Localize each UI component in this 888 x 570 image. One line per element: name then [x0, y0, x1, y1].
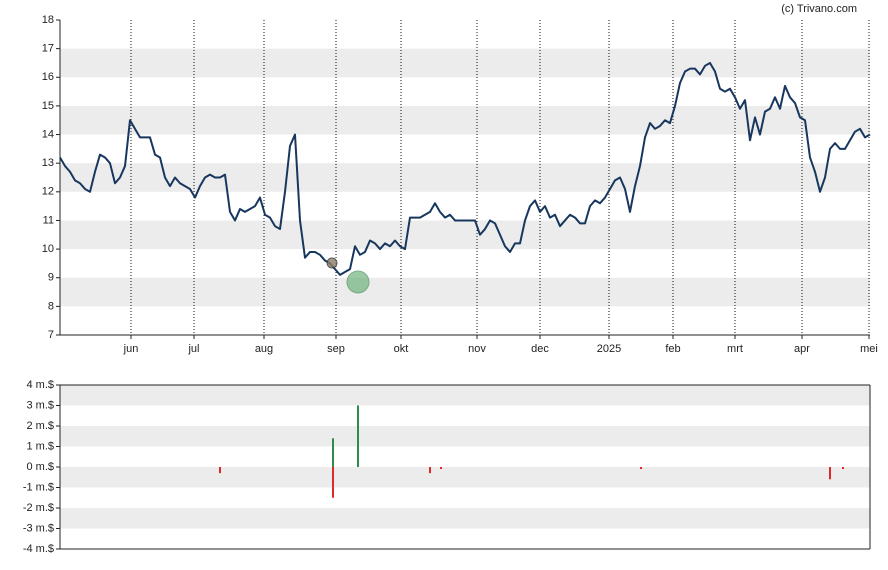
y-tick-label: -4 m.$ [23, 543, 54, 555]
x-tick-label: aug [255, 343, 273, 355]
y-tick-label: 11 [43, 214, 54, 226]
volume-bar [357, 405, 359, 467]
volume-bar [219, 467, 221, 474]
x-tick-label: mrt [727, 343, 743, 355]
grid-band [60, 220, 870, 250]
price-line [59, 61, 871, 276]
y-tick-label: -2 m.$ [23, 502, 54, 514]
x-tick-label: apr [794, 343, 810, 355]
credit: (c) Trivano.com [781, 3, 857, 15]
y-tick-label: 3 m.$ [26, 399, 54, 411]
x-tick-label: nov [468, 343, 486, 355]
grid-band [60, 467, 870, 488]
y-tick-label: 1 m.$ [26, 440, 54, 452]
y-tick-label: 13 [42, 157, 54, 169]
y-tick-label: 9 [48, 272, 54, 284]
x-tick-label: sep [327, 343, 345, 355]
x-tick-label: jun [123, 343, 139, 355]
y-tick-label: 0 m.$ [26, 461, 54, 473]
x-tick-label: 2025 [597, 343, 621, 355]
y-tick-label: -1 m.$ [23, 481, 54, 493]
y-tick-label: 18 [42, 14, 54, 26]
event-marker [326, 257, 338, 269]
x-tick-label: feb [665, 343, 680, 355]
y-tick-label: 4 m.$ [26, 379, 54, 391]
y-tick-label: 7 [48, 329, 54, 341]
x-tick-label: dec [531, 343, 549, 355]
volume-bar [332, 467, 334, 498]
volume-bar [640, 467, 642, 470]
volume-bar [429, 467, 431, 474]
y-tick-label: 14 [42, 128, 54, 140]
volume-bar [829, 467, 831, 480]
y-tick-label: 2 m.$ [26, 420, 54, 432]
x-tick-label: okt [394, 343, 409, 355]
grid-band [60, 426, 870, 447]
y-tick-label: 12 [42, 186, 54, 198]
volume-bar [332, 438, 334, 467]
grid-band [60, 508, 870, 529]
x-tick-label: mei [860, 343, 878, 355]
y-tick-label: 10 [42, 243, 54, 255]
grid-band [60, 385, 870, 406]
volume-bar [842, 467, 844, 470]
volume-bar [440, 467, 442, 470]
y-tick-label: 17 [42, 43, 54, 55]
grid-band [60, 163, 870, 192]
x-tick-label: jul [187, 343, 199, 355]
y-tick-label: -3 m.$ [23, 522, 54, 534]
y-tick-label: 15 [42, 100, 54, 112]
grid-band [60, 48, 870, 78]
grid-band [60, 277, 870, 307]
y-tick-label: 16 [42, 71, 54, 83]
event-marker [346, 270, 370, 294]
y-tick-label: 8 [48, 300, 54, 312]
